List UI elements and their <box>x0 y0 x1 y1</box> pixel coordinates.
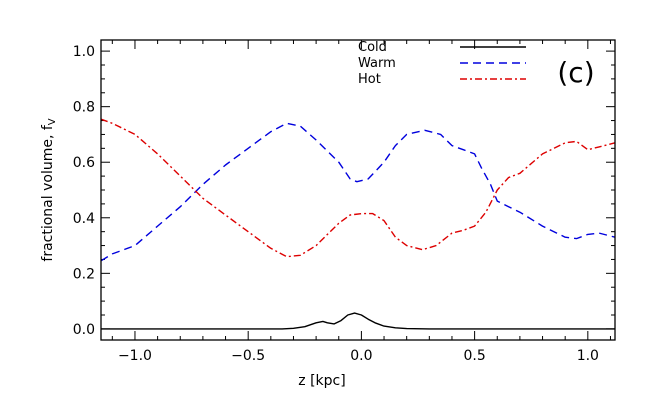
series-line-hot <box>100 118 616 258</box>
series-line-cold <box>101 312 615 330</box>
x-tick-label: 0.5 <box>463 348 485 364</box>
plot-frame <box>100 39 616 341</box>
x-tick-label: 0.0 <box>350 348 372 364</box>
y-tick-label: 1.0 <box>73 44 95 60</box>
panel-label: (c) <box>557 56 594 89</box>
y-tick-label: 0.8 <box>73 100 95 116</box>
x-tick-label: −0.5 <box>231 348 265 364</box>
x-axis-title: z [kpc] <box>298 373 345 389</box>
series-lines <box>100 118 616 330</box>
y-tick-label: 0.0 <box>73 322 95 338</box>
legend-label-warm: Warm <box>358 56 396 71</box>
x-tick-labels: −1.0 −0.5 0.0 0.5 1.0 <box>118 348 599 364</box>
y-tick-labels: 0.0 0.2 0.4 0.6 0.8 1.0 <box>73 44 95 338</box>
x-tick-label: −1.0 <box>118 348 152 364</box>
y-axis-title: fractional volume, fV <box>40 118 58 261</box>
series-line-warm <box>100 122 616 262</box>
legend-label-hot: Hot <box>358 72 381 87</box>
y-tick-label: 0.6 <box>73 155 95 171</box>
y-tick-label: 0.2 <box>73 266 95 282</box>
y-tick-label: 0.4 <box>73 211 95 227</box>
legend-label-cold: Cold <box>358 40 387 55</box>
x-tick-label: 1.0 <box>577 348 599 364</box>
